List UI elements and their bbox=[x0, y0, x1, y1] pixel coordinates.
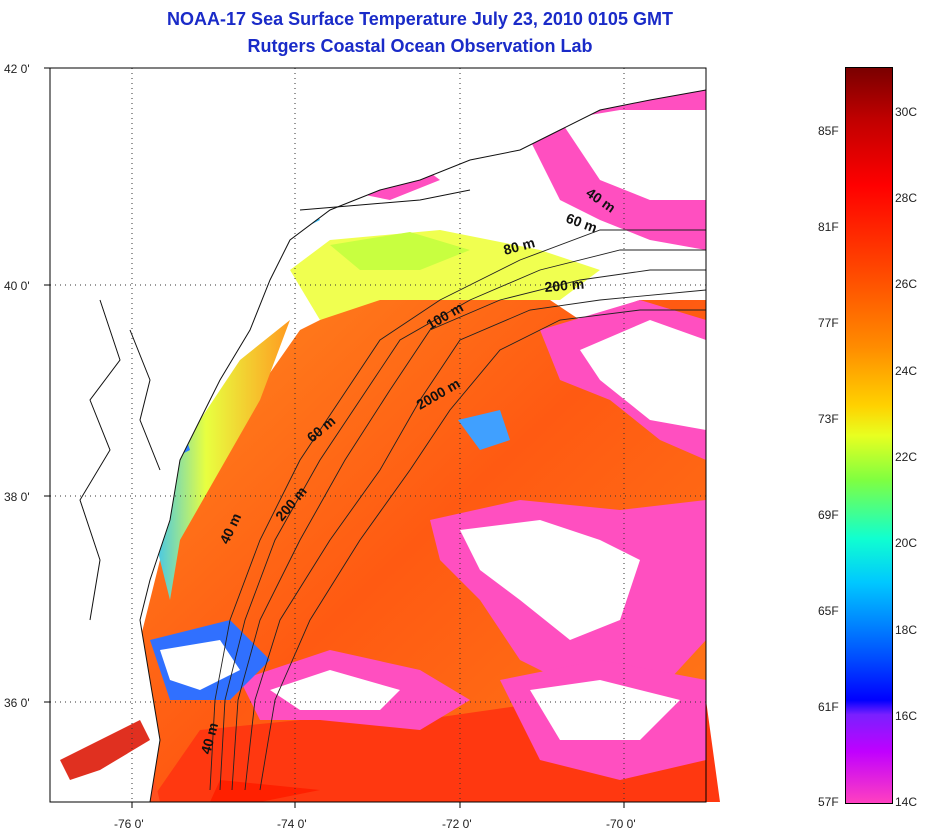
colorbar-c-label: 16C bbox=[895, 709, 918, 723]
colorbar-c-label: 24C bbox=[895, 364, 918, 378]
colorbar-c-label: 18C bbox=[895, 623, 918, 637]
colorbar-f-label: 57F bbox=[818, 795, 839, 809]
isobath-label: 200 m bbox=[544, 276, 585, 295]
colorbar-f-label: 65F bbox=[818, 604, 839, 618]
colorbar-c-label: 20C bbox=[895, 536, 918, 550]
colorbar-f-label: 85F bbox=[818, 124, 839, 138]
colorbar-c-label: 28C bbox=[895, 191, 918, 205]
isobath-label: 40 m bbox=[197, 721, 221, 756]
isobath-contours bbox=[209, 229, 707, 791]
colorbar-c-label: 14C bbox=[895, 795, 918, 809]
lon-tick-label: -72 0' bbox=[442, 817, 472, 831]
axis-ticks bbox=[44, 67, 625, 808]
colorbar-f-label: 81F bbox=[818, 220, 839, 234]
map-title: NOAA-17 Sea Surface Temperature July 23,… bbox=[167, 9, 673, 29]
lon-tick-label: -76 0' bbox=[114, 817, 144, 831]
isobath-label: 80 m bbox=[502, 234, 537, 258]
lat-tick-label: 38 0' bbox=[4, 490, 30, 504]
colorbar-c-label: 30C bbox=[895, 105, 918, 119]
lon-tick-label: -74 0' bbox=[277, 817, 307, 831]
map-subtitle: Rutgers Coastal Ocean Observation Lab bbox=[247, 36, 593, 56]
lat-tick-label: 36 0' bbox=[4, 696, 30, 710]
colorbar-f-label: 69F bbox=[818, 508, 839, 522]
lat-tick-label: 40 0' bbox=[4, 279, 30, 293]
colorbar-f-label: 77F bbox=[818, 316, 839, 330]
lon-tick-label: -70 0' bbox=[606, 817, 636, 831]
color-scale-bar bbox=[845, 67, 893, 804]
land-mass bbox=[50, 68, 706, 802]
colorbar-c-label: 22C bbox=[895, 450, 918, 464]
colorbar-f-label: 61F bbox=[818, 700, 839, 714]
lat-tick-label: 42 0' bbox=[4, 62, 30, 76]
coastline bbox=[79, 89, 707, 803]
colorbar-c-label: 26C bbox=[895, 277, 918, 291]
colorbar-f-label: 73F bbox=[818, 412, 839, 426]
